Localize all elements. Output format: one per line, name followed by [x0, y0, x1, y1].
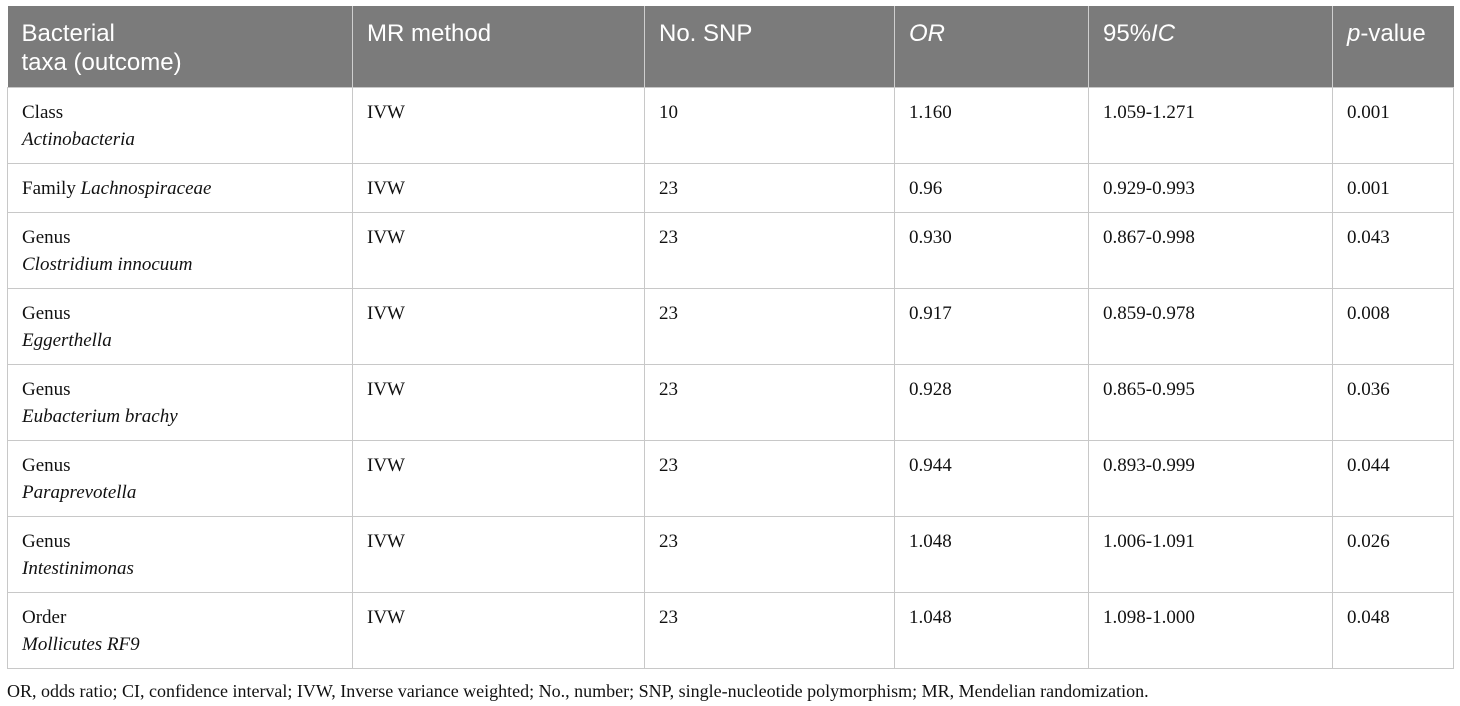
- ci-cell: 1.006-1.091: [1088, 516, 1333, 593]
- taxa-cell: Genus Clostridium innocuum: [7, 212, 353, 289]
- or-cell: 0.928: [894, 364, 1089, 441]
- snp-cell: 23: [644, 288, 895, 365]
- table-header-row: Bacterial taxa (outcome) MR method No. SN…: [7, 6, 1454, 88]
- method-cell: IVW: [352, 163, 645, 213]
- header-no-snp: No. SNP: [644, 6, 895, 88]
- ci-cell: 0.867-0.998: [1088, 212, 1333, 289]
- ci-cell: 1.098-1.000: [1088, 592, 1333, 669]
- table-row: Genus Paraprevotella IVW 23 0.944 0.893-0…: [7, 440, 1454, 517]
- method-cell: IVW: [352, 212, 645, 289]
- snp-cell: 23: [644, 212, 895, 289]
- header-bacterial-taxa: Bacterial taxa (outcome): [7, 6, 353, 88]
- taxa-cell: Class Actinobacteria: [7, 87, 353, 164]
- or-cell: 0.96: [894, 163, 1089, 213]
- results-table: Bacterial taxa (outcome) MR method No. SN…: [7, 6, 1454, 669]
- or-cell: 0.944: [894, 440, 1089, 517]
- table-row: Class Actinobacteria IVW 10 1.160 1.059-1…: [7, 87, 1454, 164]
- or-cell: 1.160: [894, 87, 1089, 164]
- method-cell: IVW: [352, 592, 645, 669]
- taxa-cell: Genus Eggerthella: [7, 288, 353, 365]
- method-cell: IVW: [352, 516, 645, 593]
- table-row: Genus Eggerthella IVW 23 0.917 0.859-0.97…: [7, 288, 1454, 365]
- snp-cell: 23: [644, 163, 895, 213]
- snp-cell: 23: [644, 516, 895, 593]
- ci-cell: 0.865-0.995: [1088, 364, 1333, 441]
- table-row: Genus Clostridium innocuum IVW 23 0.930 0…: [7, 212, 1454, 289]
- header-p-value: p-value: [1332, 6, 1454, 88]
- p-value-cell: 0.026: [1332, 516, 1454, 593]
- p-value-cell: 0.001: [1332, 87, 1454, 164]
- table-row: Genus Intestinimonas IVW 23 1.048 1.006-1…: [7, 516, 1454, 593]
- table-row: Order Mollicutes RF9 IVW 23 1.048 1.098-1…: [7, 592, 1454, 669]
- table-row: Genus Eubacterium brachy IVW 23 0.928 0.8…: [7, 364, 1454, 441]
- header-mr-method: MR method: [352, 6, 645, 88]
- ci-cell: 0.859-0.978: [1088, 288, 1333, 365]
- or-cell: 1.048: [894, 592, 1089, 669]
- table-row: Family Lachnospiraceae IVW 23 0.96 0.929…: [7, 163, 1454, 213]
- table-footnote: OR, odds ratio; CI, confidence interval;…: [7, 681, 1149, 701]
- snp-cell: 23: [644, 592, 895, 669]
- ci-cell: 1.059-1.271: [1088, 87, 1333, 164]
- ci-cell: 0.893-0.999: [1088, 440, 1333, 517]
- taxa-cell: Genus Paraprevotella: [7, 440, 353, 517]
- method-cell: IVW: [352, 288, 645, 365]
- taxa-cell: Family Lachnospiraceae: [7, 163, 353, 213]
- method-cell: IVW: [352, 87, 645, 164]
- header-95-ic: 95%IC: [1088, 6, 1333, 88]
- snp-cell: 10: [644, 87, 895, 164]
- p-value-cell: 0.001: [1332, 163, 1454, 213]
- p-value-cell: 0.036: [1332, 364, 1454, 441]
- taxa-cell: Order Mollicutes RF9: [7, 592, 353, 669]
- or-cell: 0.917: [894, 288, 1089, 365]
- p-value-cell: 0.043: [1332, 212, 1454, 289]
- method-cell: IVW: [352, 364, 645, 441]
- table-container: Bacterial taxa (outcome) MR method No. SN…: [7, 6, 1454, 703]
- ci-cell: 0.929-0.993: [1088, 163, 1333, 213]
- method-cell: IVW: [352, 440, 645, 517]
- snp-cell: 23: [644, 364, 895, 441]
- p-value-cell: 0.048: [1332, 592, 1454, 669]
- or-cell: 0.930: [894, 212, 1089, 289]
- header-or: OR: [894, 6, 1089, 88]
- taxa-cell: Genus Eubacterium brachy: [7, 364, 353, 441]
- p-value-cell: 0.044: [1332, 440, 1454, 517]
- or-cell: 1.048: [894, 516, 1089, 593]
- p-value-cell: 0.008: [1332, 288, 1454, 365]
- snp-cell: 23: [644, 440, 895, 517]
- taxa-cell: Genus Intestinimonas: [7, 516, 353, 593]
